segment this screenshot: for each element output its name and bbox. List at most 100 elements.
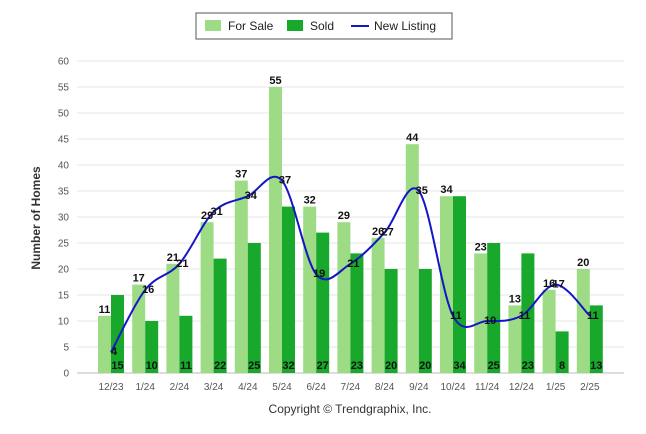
- label-sold: 8: [559, 360, 565, 372]
- label-sold: 25: [248, 360, 260, 372]
- label-sold: 34: [453, 360, 466, 372]
- x-tick-label: 2/25: [580, 382, 600, 393]
- y-tick-label: 20: [58, 265, 70, 276]
- bars: [98, 87, 603, 373]
- bar-for-sale: [166, 263, 180, 373]
- x-axis-ticks: 12/23 1/24 2/24 3/24 4/24 5/24 6/24 7/24 8/24 9/2…: [98, 382, 599, 393]
- bar-sold: [213, 258, 227, 373]
- bar-for-sale: [508, 305, 522, 373]
- label-sold: 23: [522, 360, 534, 372]
- label-for-sale: 21: [167, 252, 179, 264]
- x-tick-label: 10/24: [440, 382, 465, 393]
- bar-for-sale: [474, 253, 488, 373]
- label-new-listing: 19: [313, 268, 325, 280]
- label-for-sale: 23: [475, 241, 487, 253]
- bar-for-sale: [440, 196, 453, 373]
- bar-for-sale: [542, 289, 556, 373]
- bar-sold: [179, 315, 193, 373]
- y-axis-label: Number of Homes: [29, 166, 43, 270]
- x-tick-label: 7/24: [341, 382, 361, 393]
- bar-for-sale: [576, 269, 590, 373]
- bar-sold: [247, 243, 261, 373]
- x-tick-label: 1/25: [546, 382, 566, 393]
- bar-sold: [384, 269, 398, 373]
- bar-for-sale: [98, 315, 111, 373]
- label-sold: 32: [282, 360, 294, 372]
- y-tick-label: 0: [63, 369, 69, 380]
- label-new-listing: 16: [142, 284, 154, 296]
- label-sold: 25: [488, 360, 500, 372]
- label-for-sale: 13: [509, 293, 521, 305]
- legend-label: Sold: [310, 19, 334, 33]
- new-listing-line: [110, 175, 591, 353]
- label-new-listing: 17: [552, 279, 564, 291]
- label-sold: 20: [419, 360, 431, 372]
- label-new-listing: 11: [519, 310, 531, 322]
- label-sold: 27: [317, 360, 329, 372]
- label-for-sale: 16: [543, 278, 555, 290]
- y-axis-ticks: 0 5 10 15 20 25 30 35 40 45 50 55 60: [58, 57, 70, 380]
- legend-frame: [195, 12, 453, 40]
- bar-sold: [111, 295, 124, 373]
- y-tick-label: 55: [58, 83, 70, 94]
- y-tick-label: 30: [58, 213, 70, 224]
- bar-sold: [316, 232, 330, 373]
- y-tick-label: 10: [58, 317, 70, 328]
- legend: For Sale Sold New Listing: [195, 12, 453, 40]
- x-tick-label: 11/24: [475, 382, 500, 393]
- bar-sold: [418, 269, 432, 373]
- label-new-listing: 11: [450, 310, 462, 322]
- label-new-listing: 37: [279, 175, 291, 187]
- bar-sold: [145, 321, 159, 373]
- data-labels: 11 15 4 17 10 16 21 11 21 29 22 31 37 25 34 55 32 37 32 27 1…: [99, 75, 603, 372]
- label-sold: 22: [214, 360, 226, 372]
- label-for-sale: 20: [577, 257, 589, 269]
- bar-for-sale: [200, 222, 214, 373]
- y-tick-label: 25: [58, 239, 70, 250]
- label-sold: 23: [351, 360, 363, 372]
- label-new-listing: 11: [587, 310, 599, 322]
- x-tick-label: 6/24: [306, 382, 326, 393]
- x-tick-label: 3/24: [204, 382, 224, 393]
- x-tick-label: 2/24: [170, 382, 190, 393]
- bar-sold: [555, 331, 569, 373]
- new-listing-line-group: [110, 175, 591, 353]
- bar-sold: [521, 253, 535, 373]
- label-new-listing: 21: [347, 258, 359, 270]
- label-sold: 13: [590, 360, 602, 372]
- legend-label: New Listing: [374, 19, 436, 33]
- bar-sold: [453, 196, 466, 373]
- label-for-sale: 29: [338, 210, 350, 222]
- label-new-listing: 10: [484, 315, 496, 327]
- label-new-listing: 27: [381, 227, 393, 239]
- bar-for-sale: [371, 237, 385, 373]
- label-sold: 15: [111, 360, 123, 372]
- x-tick-label: 4/24: [238, 382, 258, 393]
- bar-sold: [350, 253, 364, 373]
- label-sold: 10: [146, 360, 158, 372]
- bar-sold: [589, 305, 603, 373]
- label-for-sale: 55: [269, 75, 281, 87]
- legend-label: For Sale: [228, 19, 274, 33]
- label-for-sale: 44: [406, 132, 419, 144]
- copyright-text: Copyright © Trendgraphix, Inc.: [269, 402, 432, 416]
- y-tick-label: 5: [63, 343, 69, 354]
- label-new-listing: 31: [210, 206, 222, 218]
- x-tick-label: 12/23: [98, 382, 123, 393]
- label-for-sale: 29: [201, 210, 213, 222]
- y-tick-label: 35: [58, 187, 70, 198]
- label-for-sale: 37: [235, 169, 247, 181]
- label-for-sale: 32: [304, 195, 316, 207]
- y-tick-label: 40: [58, 161, 70, 172]
- bar-sold: [487, 243, 501, 373]
- label-for-sale: 26: [372, 226, 384, 238]
- label-new-listing: 4: [111, 346, 118, 358]
- legend-swatch: [287, 20, 303, 31]
- x-tick-label: 9/24: [409, 382, 429, 393]
- x-tick-label: 8/24: [375, 382, 395, 393]
- legend-swatch: [205, 20, 221, 31]
- label-new-listing: 35: [416, 185, 428, 197]
- x-tick-label: 1/24: [135, 382, 155, 393]
- label-for-sale: 17: [133, 273, 145, 285]
- x-tick-label: 12/24: [509, 382, 534, 393]
